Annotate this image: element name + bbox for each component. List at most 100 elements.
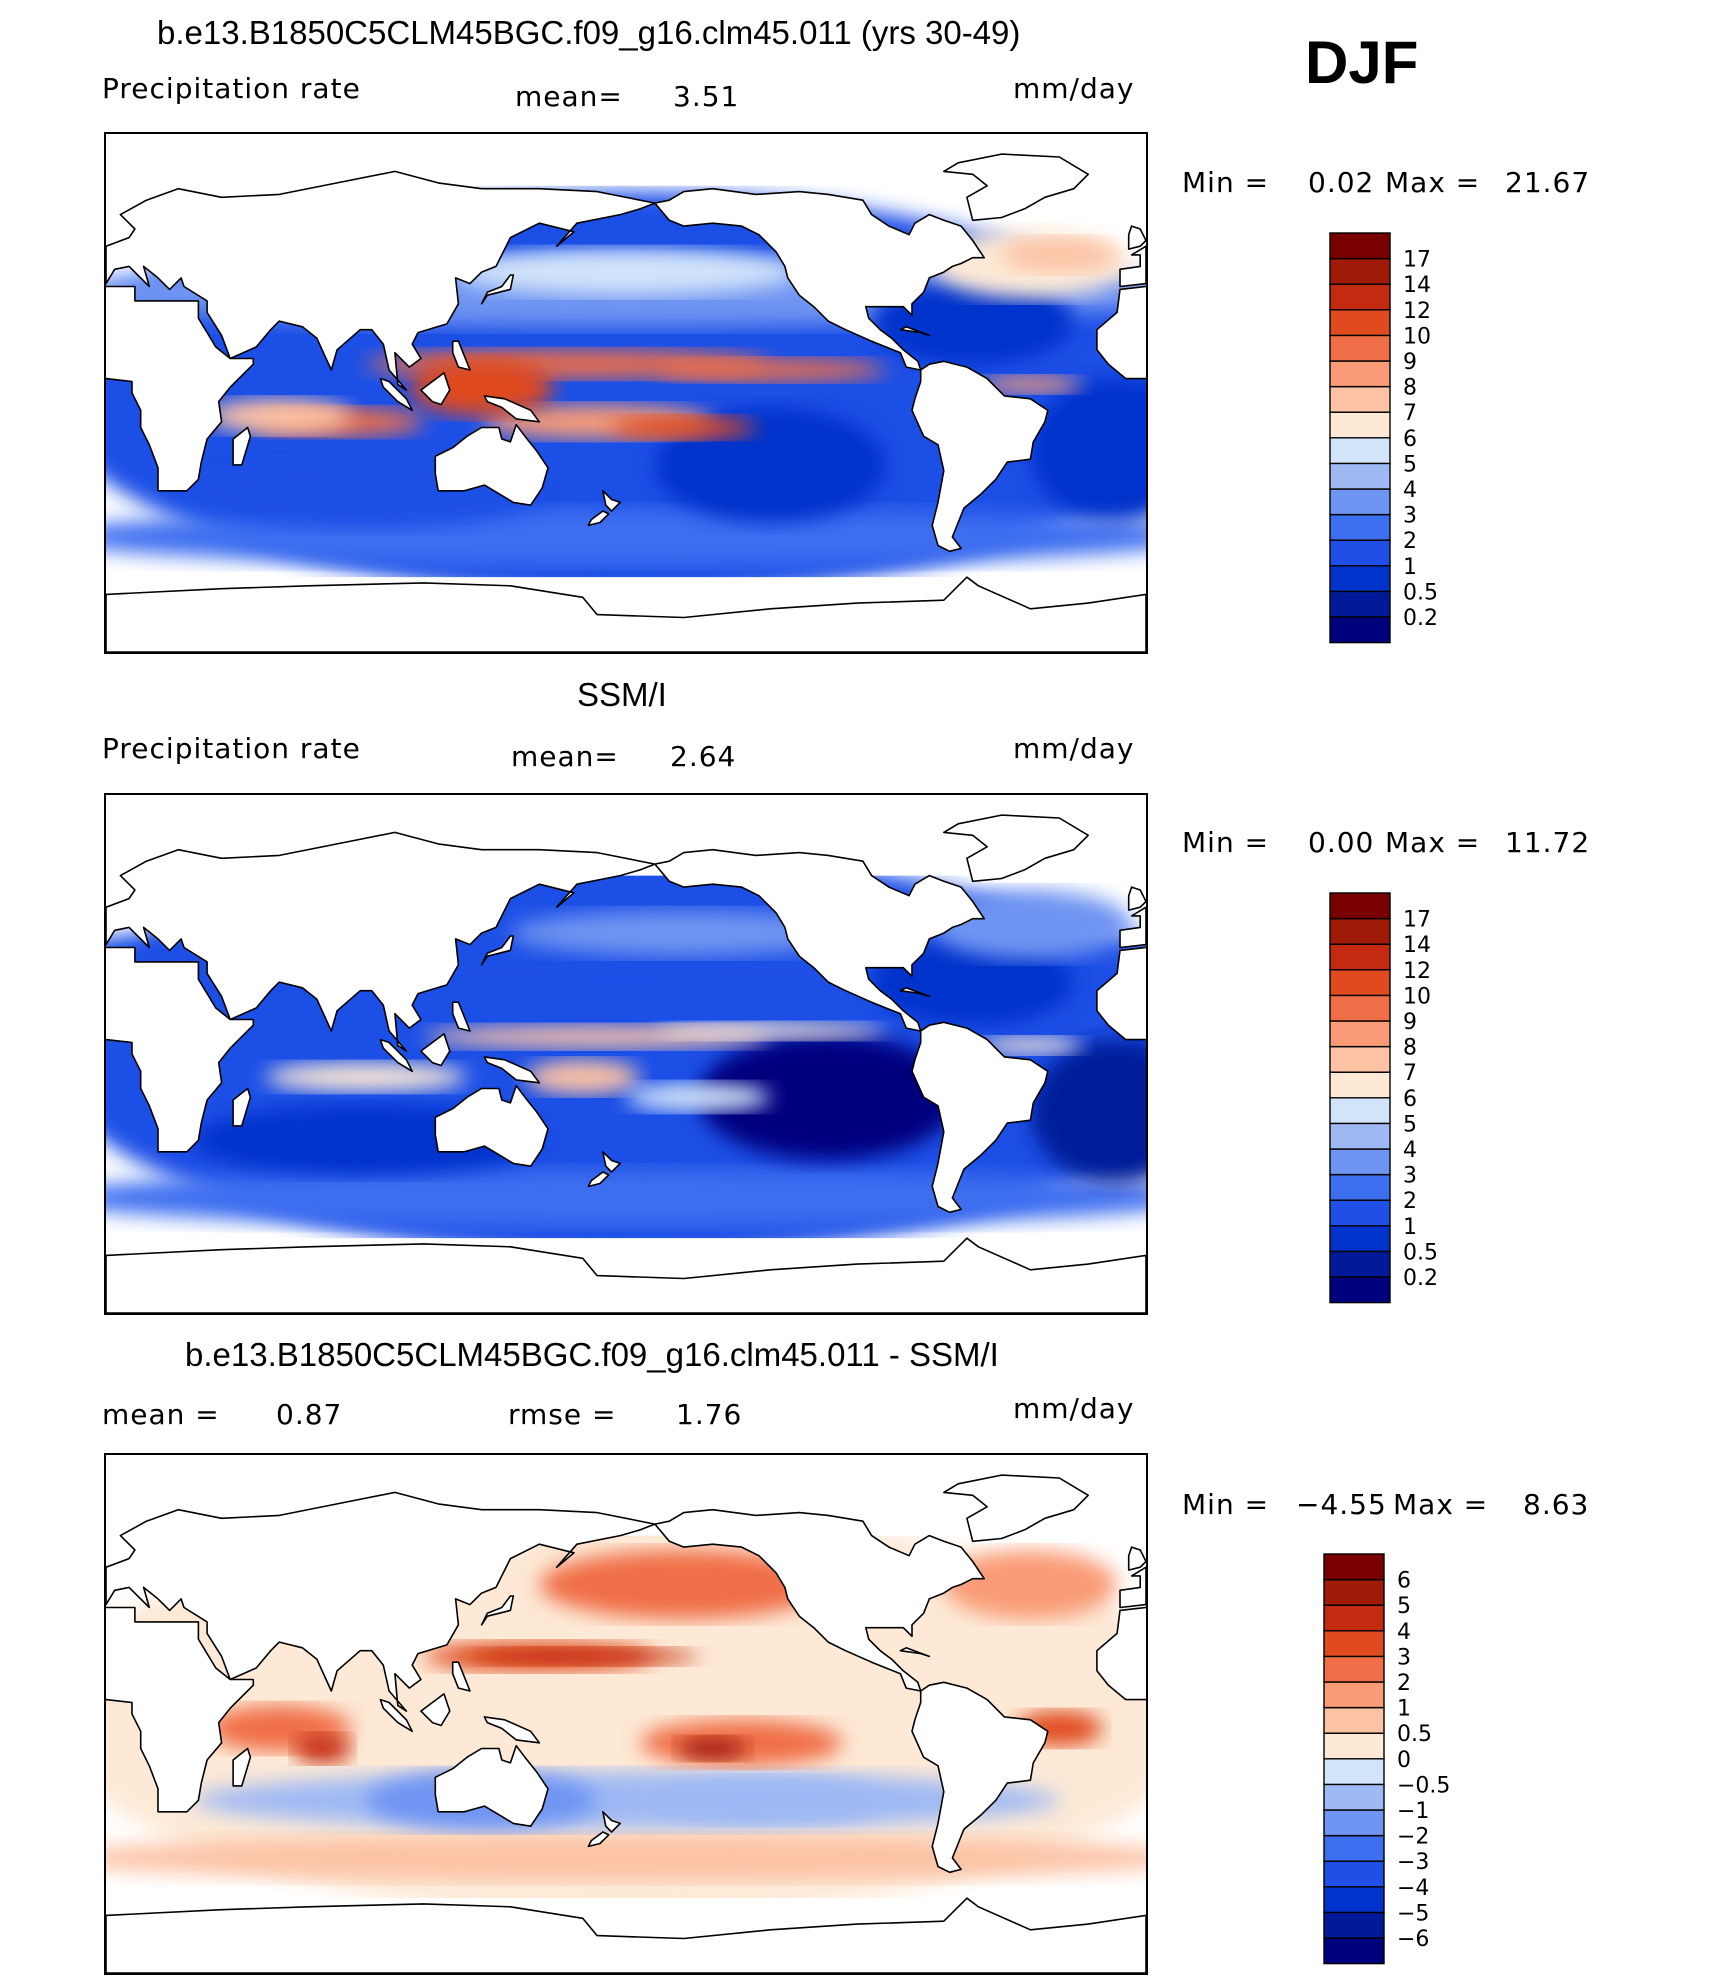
colorbar-tick-label: 14: [1403, 273, 1431, 298]
colorbar-swatch: [1323, 1809, 1385, 1837]
colorbar-swatch: [1323, 1886, 1385, 1914]
colorbar-tick-label: 5: [1397, 1594, 1411, 1619]
colorbar-tick-label: 0.5: [1403, 580, 1438, 605]
colorbar-tick-label: 9: [1403, 350, 1417, 375]
colorbar-swatch: [1329, 1225, 1391, 1253]
panel1-mean-label: mean=: [515, 80, 623, 113]
colorbar-swatch: [1329, 1122, 1391, 1150]
colorbar-swatch: [1329, 994, 1391, 1022]
colorbar-swatch: [1329, 385, 1391, 413]
panel1-max-value: 21.67: [1505, 166, 1591, 199]
colorbar-tick-label: 8: [1403, 376, 1417, 401]
panel3-max-value: 8.63: [1523, 1488, 1590, 1521]
colorbar-tick-label: −1: [1397, 1799, 1429, 1824]
panel1-map: [104, 132, 1148, 654]
colorbar-swatch: [1329, 462, 1391, 490]
colorbar-tick-label: 6: [1397, 1569, 1411, 1594]
panel3-title: b.e13.B1850C5CLM45BGC.f09_g16.clm45.011 …: [185, 1336, 999, 1373]
panel2-mean-value: 2.64: [670, 740, 737, 773]
colorbar-tick-label: 0.2: [1403, 1266, 1438, 1291]
panel1-variable: Precipitation rate: [102, 72, 361, 105]
colorbar-swatch: [1329, 1148, 1391, 1176]
panel1-units: mm/day: [1013, 72, 1135, 105]
colorbar-swatch: [1329, 309, 1391, 337]
colorbar-swatch: [1323, 1630, 1385, 1658]
season-label: DJF: [1305, 29, 1419, 96]
colorbar-tick-label: 17: [1403, 908, 1431, 933]
colorbar-tick-label: −4: [1397, 1876, 1429, 1901]
panel3-rmse-label: rmse =: [508, 1398, 617, 1431]
colorbar-swatch: [1323, 1553, 1385, 1581]
colorbar-tick-label: −0.5: [1397, 1773, 1450, 1798]
colorbar-swatch: [1329, 513, 1391, 541]
panel2-min-label: Min =: [1182, 826, 1270, 859]
colorbar-swatch: [1329, 1276, 1391, 1304]
colorbar-tick-label: 14: [1403, 933, 1431, 958]
colorbar-swatch: [1329, 1173, 1391, 1201]
colorbar-swatch: [1329, 232, 1391, 260]
colorbar-swatch: [1329, 943, 1391, 971]
colorbar-swatch: [1323, 1937, 1385, 1965]
colorbar-swatch: [1329, 590, 1391, 618]
colorbar-tick-label: 1: [1403, 555, 1417, 580]
colorbar-swatch: [1323, 1681, 1385, 1709]
colorbar-swatch: [1323, 1783, 1385, 1811]
colorbar-tick-label: 3: [1403, 504, 1417, 529]
panel3-units: mm/day: [1013, 1392, 1135, 1425]
colorbar-tick-label: 6: [1403, 1087, 1417, 1112]
panel1-title: b.e13.B1850C5CLM45BGC.f09_g16.clm45.011 …: [157, 14, 1021, 51]
colorbar-swatch: [1323, 1578, 1385, 1606]
colorbar-tick-label: −3: [1397, 1850, 1429, 1875]
colorbar-tick-label: 4: [1403, 1138, 1417, 1163]
colorbar-tick-label: 3: [1403, 1164, 1417, 1189]
colorbar-swatch: [1329, 283, 1391, 311]
colorbar-tick-label: 4: [1397, 1620, 1411, 1645]
panel3-colorbar: −6 −5 −4 −3 −2 −1 −0.5 0 0.5 1 2 3 4 5 6: [1323, 1553, 1483, 1967]
colorbar-swatch: [1329, 437, 1391, 465]
colorbar-swatch: [1323, 1655, 1385, 1683]
colorbar-swatch: [1329, 1045, 1391, 1073]
colorbar-swatch: [1323, 1911, 1385, 1939]
panel2-map: [104, 793, 1148, 1315]
colorbar-swatch: [1323, 1834, 1385, 1862]
panel1-colorbar: 0.2 0.5 1 2 3 4 5 6 7 8 9 10 12 14 17: [1329, 232, 1489, 646]
colorbar-tick-label: −5: [1397, 1901, 1429, 1926]
coastlines: [106, 153, 1146, 652]
colorbar-tick-label: 1: [1403, 1215, 1417, 1240]
panel2-max-label: Max =: [1385, 826, 1481, 859]
colorbar-tick-label: 5: [1403, 1112, 1417, 1137]
colorbar-swatch: [1329, 257, 1391, 285]
colorbar-tick-label: 6: [1403, 427, 1417, 452]
colorbar-tick-label: 17: [1403, 248, 1431, 273]
panel2-title: SSM/I: [577, 676, 667, 713]
colorbar-swatch: [1329, 1199, 1391, 1227]
colorbar-tick-label: 7: [1403, 401, 1417, 426]
panel3-map: [104, 1453, 1148, 1975]
coastlines: [106, 1474, 1146, 1973]
colorbar-swatch: [1329, 360, 1391, 388]
colorbar-tick-label: 7: [1403, 1061, 1417, 1086]
colorbar-swatch: [1329, 616, 1391, 644]
colorbar-swatch: [1329, 539, 1391, 567]
colorbar-tick-label: 12: [1403, 299, 1431, 324]
panel2-units: mm/day: [1013, 732, 1135, 765]
colorbar-swatch: [1329, 1020, 1391, 1048]
colorbar-swatch: [1323, 1758, 1385, 1786]
colorbar-tick-label: 9: [1403, 1010, 1417, 1035]
colorbar-tick-label: 5: [1403, 452, 1417, 477]
panel1-min-label: Min =: [1182, 166, 1270, 199]
colorbar-tick-label: −6: [1397, 1927, 1429, 1952]
panel3-max-label: Max =: [1393, 1488, 1489, 1521]
colorbar-tick-label: 2: [1397, 1671, 1411, 1696]
colorbar-tick-label: 0.2: [1403, 606, 1438, 631]
colorbar-swatch: [1323, 1706, 1385, 1734]
panel3-min-label: Min =: [1182, 1488, 1270, 1521]
colorbar-swatch: [1329, 917, 1391, 945]
colorbar-swatch: [1329, 334, 1391, 362]
colorbar-tick-label: 1: [1397, 1697, 1411, 1722]
panel2-max-value: 11.72: [1505, 826, 1591, 859]
panel1-mean-value: 3.51: [673, 80, 740, 113]
coastlines: [106, 814, 1146, 1313]
colorbar-swatch: [1329, 411, 1391, 439]
colorbar-tick-label: 8: [1403, 1036, 1417, 1061]
